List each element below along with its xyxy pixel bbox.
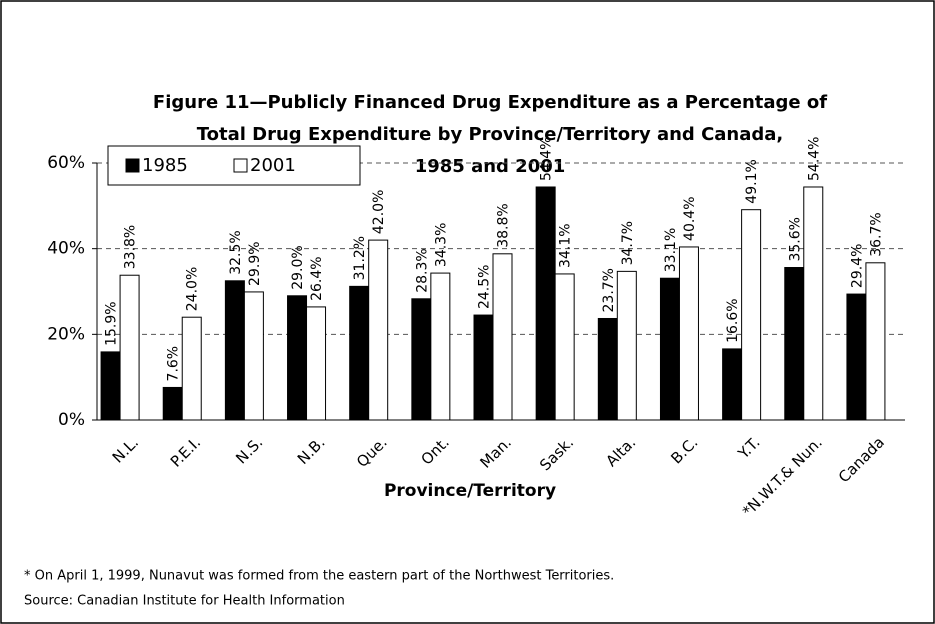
data-label: 16.6%	[725, 298, 741, 342]
data-label: 42.0%	[371, 190, 387, 234]
data-label: 29.0%	[290, 245, 306, 289]
bar	[473, 314, 494, 421]
legend-label: 2001	[250, 155, 296, 176]
bar	[865, 262, 886, 421]
legend-label: 1985	[142, 155, 188, 176]
data-label: 40.4%	[682, 196, 698, 240]
footnote: * On April 1, 1999, Nunavut was formed f…	[24, 569, 614, 584]
bar	[411, 298, 432, 421]
bar	[659, 277, 680, 421]
bar	[616, 270, 637, 421]
bar	[492, 253, 513, 421]
y-tick-label: 60%	[47, 153, 85, 173]
data-label: 32.5%	[228, 230, 244, 274]
bar	[287, 295, 308, 421]
chart-title: 1985 and 2001	[415, 156, 566, 177]
data-label: 54.4%	[539, 137, 555, 181]
bar	[368, 239, 389, 421]
chart-title: Total Drug Expenditure by Province/Terri…	[197, 124, 784, 145]
data-label: 24.0%	[185, 267, 201, 311]
data-label: 35.6%	[787, 217, 803, 261]
bar	[741, 209, 762, 421]
bar	[597, 317, 618, 421]
legend-swatch	[233, 158, 248, 173]
bar	[803, 186, 824, 421]
bar	[181, 316, 202, 421]
data-label: 28.3%	[414, 248, 430, 292]
bar	[430, 272, 451, 421]
bar	[100, 351, 121, 421]
bar	[535, 186, 556, 421]
data-label: 33.1%	[663, 228, 679, 272]
data-label: 24.5%	[477, 265, 493, 309]
data-label: 49.1%	[744, 159, 760, 203]
bar	[243, 291, 264, 421]
data-label: 26.4%	[309, 256, 325, 300]
data-label: 38.8%	[496, 203, 512, 247]
data-label: 29.4%	[849, 244, 865, 288]
data-label: 34.7%	[620, 221, 636, 265]
bar	[119, 274, 140, 421]
y-tick-label: 20%	[47, 324, 85, 344]
footnote: Source: Canadian Institute for Health In…	[24, 594, 345, 609]
bar	[349, 285, 370, 421]
data-label: 34.3%	[433, 223, 449, 267]
bar	[554, 273, 575, 421]
data-label: 31.2%	[352, 236, 368, 280]
data-label: 54.4%	[806, 137, 822, 181]
data-label: 23.7%	[601, 268, 617, 312]
data-label: 29.9%	[247, 241, 263, 285]
data-label: 36.7%	[868, 212, 884, 256]
bar	[784, 267, 805, 421]
legend-swatch	[125, 158, 140, 173]
data-label: 33.8%	[123, 225, 139, 269]
bar	[722, 348, 743, 421]
bar	[224, 280, 245, 421]
bar	[678, 246, 699, 421]
bar	[846, 293, 867, 421]
data-label: 15.9%	[104, 301, 120, 345]
bar	[162, 386, 183, 421]
x-axis-label: Province/Territory	[384, 481, 556, 501]
y-tick-label: 40%	[47, 239, 85, 259]
data-label: 7.6%	[166, 346, 182, 382]
chart-title: Figure 11—Publicly Financed Drug Expendi…	[153, 92, 827, 113]
y-tick-label: 0%	[58, 410, 85, 430]
bar	[306, 306, 327, 421]
data-label: 34.1%	[558, 223, 574, 267]
